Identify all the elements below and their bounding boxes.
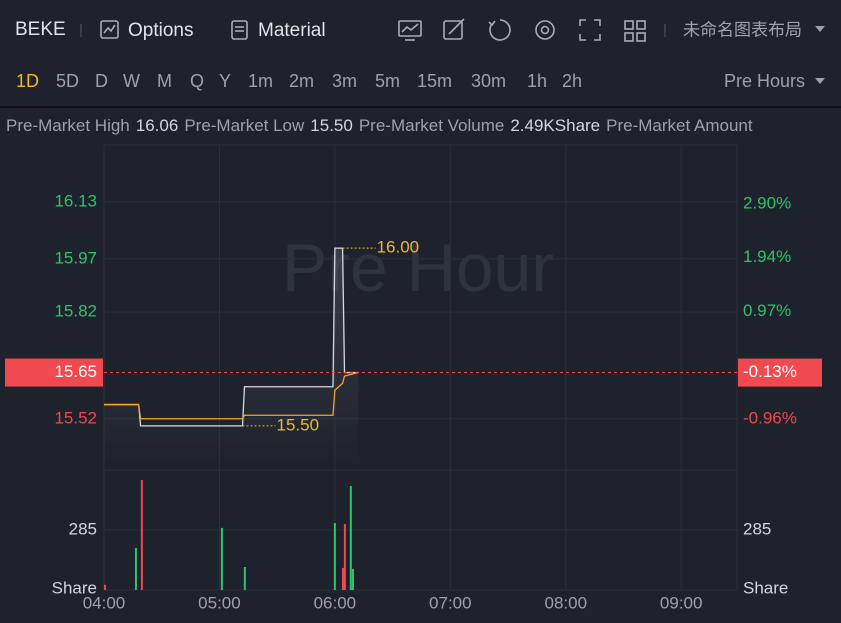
price-line	[104, 371, 359, 420]
volume-bar	[103, 584, 106, 590]
dropdown-arrow[interactable]	[815, 26, 825, 32]
timeframe-button[interactable]: 1m	[248, 71, 273, 91]
material-button[interactable]: Material	[258, 20, 326, 41]
y-tick-label: 15.97	[54, 248, 97, 267]
timeframe-button[interactable]: W	[123, 71, 140, 91]
indicator-icon[interactable]	[398, 20, 422, 41]
volume-unit: Share	[743, 578, 788, 597]
stat-label: Pre-Market Amount	[606, 116, 753, 135]
stat-value: 16.06	[135, 116, 179, 135]
price-area	[104, 248, 358, 465]
volume-bar	[343, 524, 346, 590]
stat-value: 15.50	[310, 116, 353, 135]
symbol[interactable]: BEKE	[15, 19, 66, 40]
timeframe-button[interactable]: 1h	[527, 71, 547, 91]
x-tick-label: 06:00	[314, 593, 357, 612]
timeframe-button[interactable]: 15m	[417, 71, 452, 91]
volume-bar	[341, 567, 344, 590]
timeframe-button[interactable]: Y	[219, 71, 231, 91]
options-icon[interactable]	[100, 20, 119, 39]
stat-label: Pre-Market Volume	[358, 116, 505, 135]
volume-bar	[351, 568, 354, 590]
last-price-box	[5, 358, 103, 387]
volume-unit: Share	[52, 578, 97, 597]
volume-bar	[243, 567, 246, 590]
timeframe-bar: 1D 5D D W M Q Y 1m 2m 3m 5m 15m 30m 1h 2h	[16, 71, 582, 91]
layout-icon[interactable]	[624, 20, 646, 42]
x-tick-label: 08:00	[544, 593, 587, 612]
annotation-label: 16.00	[377, 238, 420, 257]
y2-tick-label: -0.96%	[743, 408, 797, 427]
settings-icon[interactable]	[535, 20, 555, 40]
volume-tick-label: 285	[69, 519, 97, 538]
last-price-label: 15.65	[54, 362, 97, 381]
y-tick-label: 15.82	[54, 302, 97, 321]
volume-bar	[333, 523, 336, 590]
timeframe-button[interactable]: M	[157, 71, 172, 91]
material-icon[interactable]	[231, 20, 248, 40]
x-tick-label: 05:00	[198, 593, 241, 612]
layout-name[interactable]: 未命名图表布局	[683, 20, 802, 39]
options-button[interactable]: Options	[128, 20, 193, 41]
dropdown-arrow[interactable]	[815, 78, 825, 84]
timeframe-button[interactable]: 3m	[332, 71, 357, 91]
y2-tick-label: 2.90%	[743, 193, 791, 212]
volume-bar	[220, 527, 223, 590]
y2-tick-label: 0.97%	[743, 301, 791, 320]
y-tick-label: 15.52	[54, 408, 97, 427]
watermark: Pre Hour	[282, 230, 554, 306]
y-tick-label: 16.13	[54, 191, 97, 210]
stat-value: 2.49KShare	[510, 116, 601, 135]
volume-bar	[349, 485, 352, 590]
timeframe-button[interactable]: 30m	[471, 71, 506, 91]
timeframe-button[interactable]: Q	[190, 71, 204, 91]
timeframe-button[interactable]: 2h	[562, 71, 582, 91]
last-change-label: -0.13%	[743, 362, 797, 381]
volume-bar	[134, 547, 137, 590]
annotation-label: 15.50	[277, 415, 320, 434]
volume-tick-label: 285	[743, 519, 771, 538]
last-change-box	[738, 358, 822, 387]
timeframe-button[interactable]: 5m	[375, 71, 400, 91]
stats-bar: Pre-Market High 16.06 Pre-Market Low 15.50 P…	[6, 114, 841, 138]
timeframe-button[interactable]: D	[95, 71, 108, 91]
stat-label: Pre-Market High	[6, 116, 130, 135]
draw-icon[interactable]	[443, 18, 465, 40]
timeframe-button[interactable]: 5D	[56, 71, 79, 91]
y2-tick-label: 1.94%	[743, 247, 791, 266]
x-tick-label: 07:00	[429, 593, 472, 612]
session-selector[interactable]: Pre Hours	[724, 71, 805, 91]
timeframe-button[interactable]: 2m	[289, 71, 314, 91]
fullscreen-icon[interactable]	[579, 19, 601, 41]
stat-label: Pre-Market Low	[184, 116, 305, 135]
x-tick-label: 04:00	[83, 593, 126, 612]
volume-bar	[140, 480, 143, 590]
reset-icon[interactable]	[488, 19, 511, 41]
timeframe-button[interactable]: 1D	[16, 71, 39, 91]
x-tick-label: 09:00	[660, 593, 703, 612]
